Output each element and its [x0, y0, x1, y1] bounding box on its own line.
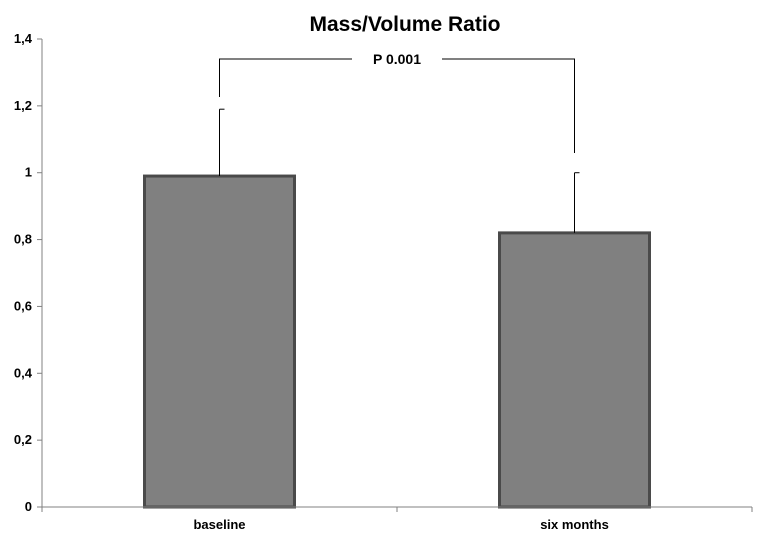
- y-tick-label: 0,8: [14, 232, 32, 247]
- axes-group: 0 0,2 0,4 0,6 0,8 1 1,2 1,4 baseline six months: [14, 31, 753, 532]
- y-tick-label: 0,4: [14, 365, 33, 380]
- x-tick-label: baseline: [193, 517, 245, 532]
- bracket-right-arm: [442, 58, 575, 153]
- y-tick-label: 1,2: [14, 98, 32, 113]
- y-tick-label: 0: [25, 499, 32, 514]
- significance-bracket: P 0.001: [219, 51, 575, 153]
- bar-baseline: [143, 174, 296, 509]
- y-tick-label: 0,2: [14, 432, 32, 447]
- chart-title: Mass/Volume Ratio: [310, 13, 501, 36]
- bar-six-months: [498, 231, 651, 509]
- significance-label: P 0.001: [373, 51, 421, 67]
- error-bars-group: [219, 108, 580, 233]
- bracket-left-arm: [219, 58, 352, 97]
- bars-group: [143, 174, 651, 509]
- y-tick-label: 1,4: [14, 31, 33, 46]
- x-tick-label: six months: [540, 517, 609, 532]
- y-tick-label: 1: [25, 165, 32, 180]
- y-tick-label: 0,6: [14, 298, 32, 313]
